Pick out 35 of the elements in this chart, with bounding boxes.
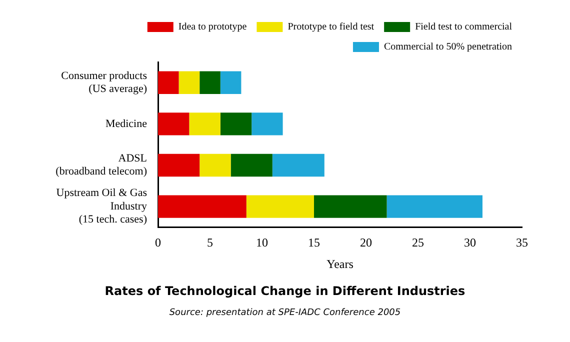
- x-tick-label: 15: [308, 236, 320, 250]
- bar: [158, 154, 200, 177]
- y-tick-label: Consumer products (US average): [61, 70, 148, 96]
- x-tick-label: 10: [256, 236, 268, 250]
- bar: [272, 154, 324, 177]
- bar: [220, 71, 242, 94]
- x-axis-title: Years: [326, 256, 354, 271]
- x-tick-label: 0: [155, 236, 161, 250]
- bar: [314, 195, 387, 218]
- bar: [200, 154, 231, 177]
- bar: [178, 71, 200, 94]
- bar: [158, 112, 190, 136]
- legend-label: Field test to commercial: [415, 22, 512, 33]
- legend-label: Idea to prototype: [178, 22, 248, 33]
- bar: [158, 71, 179, 94]
- legend-label: Prototype to field test: [288, 22, 374, 33]
- legend-label: Commercial to 50% penetration: [384, 42, 512, 53]
- text: Rates of Technological Change in Different Industries: [104, 284, 466, 298]
- bar: [230, 154, 272, 177]
- y-tick-label: Upstream Oil & Gas Industry (15 tech. cases): [56, 187, 148, 226]
- y-tick-label: Medicine: [105, 118, 148, 130]
- bar: [220, 112, 252, 136]
- bar: [386, 195, 482, 218]
- source-note: Source: presentation at SPE-IADC Conference 2005: [168, 308, 402, 318]
- x-tick-label: 20: [360, 236, 372, 250]
- x-tick-label: 35: [516, 236, 528, 250]
- x-tick-label: 5: [207, 236, 213, 250]
- bar: [158, 195, 246, 218]
- bar: [189, 112, 220, 136]
- bar: [200, 71, 220, 94]
- bar: [252, 112, 283, 136]
- bar: [246, 195, 314, 218]
- x-tick-label: 30: [464, 236, 476, 250]
- y-tick-label: ADSL (broadband telecom): [56, 152, 148, 178]
- x-tick-label: 25: [412, 236, 424, 250]
